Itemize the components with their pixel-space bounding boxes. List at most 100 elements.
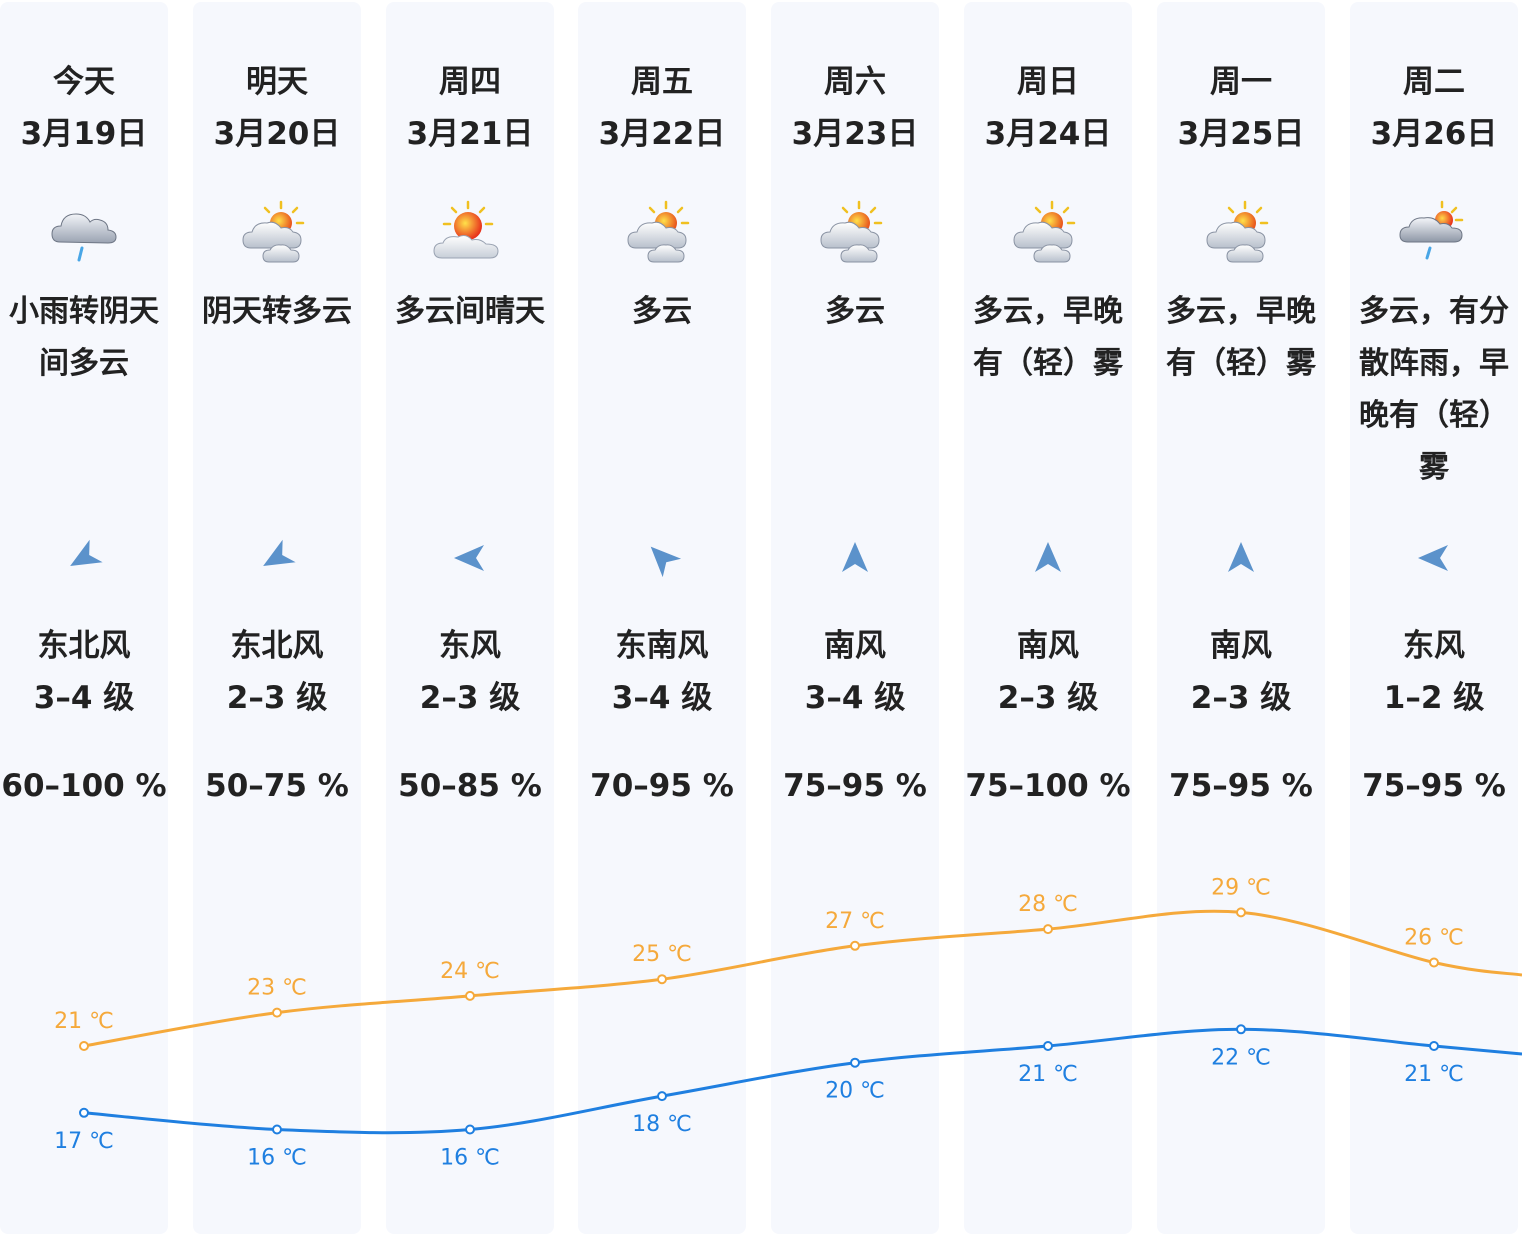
humidity-range: 75–95 % <box>1169 768 1313 804</box>
low-temp-point <box>272 1124 282 1135</box>
wind-direction: 东北风 <box>37 628 131 664</box>
low-temp-label: 16 ℃ <box>440 1146 500 1171</box>
partly-cloudy-icon <box>1010 198 1086 274</box>
weather-description: 多云，早晚有（轻）雾 <box>1166 294 1316 381</box>
date-label: 3月24日 <box>984 116 1112 152</box>
humidity-range: 70–95 % <box>590 768 734 804</box>
partly-cloudy-icon <box>239 198 315 274</box>
date-label: 3月21日 <box>406 116 534 152</box>
weather-description: 多云 <box>632 294 692 329</box>
weather-description: 阴天转多云 <box>202 294 352 329</box>
low-temp-line <box>83 1027 1522 1135</box>
high-temp-label: 27 ℃ <box>825 909 885 934</box>
high-temp-label: 25 ℃ <box>632 942 692 967</box>
humidity-range: 60–100 % <box>1 768 167 804</box>
wind-direction: 东北风 <box>230 628 324 664</box>
high-temp-line <box>83 909 1522 1048</box>
wind-direction-arrow-icon <box>1414 538 1454 578</box>
low-temp-label: 20 ℃ <box>825 1079 885 1104</box>
partly-cloudy-icon <box>1203 198 1279 274</box>
wind-direction: 南风 <box>1210 628 1272 664</box>
humidity-range: 75–100 % <box>965 768 1131 804</box>
day-label: 今天 <box>53 64 115 100</box>
wind-direction-arrow-icon <box>1028 538 1068 578</box>
day-label: 周二 <box>1403 64 1465 100</box>
low-temp-point <box>1236 1024 1246 1035</box>
wind-level: 1–2 级 <box>1383 680 1485 716</box>
low-temp-label: 17 ℃ <box>54 1129 114 1154</box>
weather-description: 多云间晴天 <box>395 294 545 329</box>
wind-direction-arrow-icon <box>450 538 490 578</box>
high-temp-point <box>79 1041 89 1051</box>
wind-direction-arrow-icon <box>1221 538 1261 578</box>
humidity-range: 50–85 % <box>398 768 542 804</box>
low-temp-point <box>657 1091 667 1102</box>
high-temp-label: 23 ℃ <box>247 976 307 1001</box>
high-temp-point <box>465 990 475 1001</box>
date-label: 3月22日 <box>598 116 726 152</box>
forecast-day-column: 周四 3月21日 多云间晴天东风 2–3 级 50–85 % <box>386 2 554 1234</box>
day-label: 周日 <box>1017 64 1079 100</box>
date-label: 3月20日 <box>213 116 341 152</box>
wind-level: 2–3 级 <box>997 680 1099 716</box>
low-temp-label: 21 ℃ <box>1404 1062 1464 1087</box>
weather-description: 多云，早晚有（轻）雾 <box>973 294 1123 381</box>
forecast-day-column: 明天 3月20日 阴天转多云东北风 2–3 级 50–75 % <box>193 2 361 1234</box>
low-temp-label: 18 ℃ <box>632 1112 692 1137</box>
light-rain-icon <box>46 198 122 274</box>
weather-description: 小雨转阴天间多云 <box>9 294 159 381</box>
date-label: 3月19日 <box>20 116 148 152</box>
date-label: 3月23日 <box>791 116 919 152</box>
low-temp-point <box>465 1124 475 1135</box>
wind-direction: 东风 <box>1403 628 1465 664</box>
day-label: 周一 <box>1210 64 1272 100</box>
date-label: 3月26日 <box>1370 116 1498 152</box>
date-label: 3月25日 <box>1177 116 1305 152</box>
wind-level: 2–3 级 <box>226 680 328 716</box>
sunny-intervals-icon <box>432 198 508 274</box>
low-temp-label: 16 ℃ <box>247 1146 307 1171</box>
forecast-day-column: 今天 3月19日 小雨转阴天间多云东北风 3–4 级 60–100 % <box>0 2 168 1234</box>
high-temp-point <box>1236 907 1246 918</box>
weather-description: 多云，有分散阵雨，早晚有（轻）雾 <box>1359 294 1509 485</box>
wind-level: 2–3 级 <box>419 680 521 716</box>
wind-level: 3–4 级 <box>33 680 135 716</box>
wind-direction-arrow-icon <box>64 538 104 578</box>
day-label: 周六 <box>824 64 886 100</box>
day-label: 明天 <box>246 64 308 100</box>
forecast-day-column: 周一 3月25日 多云，早晚有（轻）雾 南风 2–3 级 75–95 % <box>1157 2 1325 1234</box>
humidity-range: 75–95 % <box>1362 768 1506 804</box>
partly-cloudy-icon <box>624 198 700 274</box>
wind-direction: 南风 <box>824 628 886 664</box>
wind-direction: 南风 <box>1017 628 1079 664</box>
high-temp-label: 28 ℃ <box>1018 892 1078 917</box>
wind-level: 3–4 级 <box>804 680 906 716</box>
wind-direction: 东南风 <box>615 628 709 664</box>
high-temp-label: 21 ℃ <box>54 1009 114 1034</box>
high-temp-point <box>657 974 667 985</box>
low-temp-point <box>1043 1041 1053 1051</box>
low-temp-point <box>1429 1041 1439 1051</box>
humidity-range: 50–75 % <box>205 768 349 804</box>
high-temp-point <box>272 1007 282 1018</box>
forecast-day-column: 周六 3月23日 多云 南风 3–4 级 75–95 % <box>771 2 939 1234</box>
low-temp-label: 21 ℃ <box>1018 1062 1078 1087</box>
low-temp-point <box>850 1057 860 1068</box>
high-temp-label: 26 ℃ <box>1404 926 1464 951</box>
high-temp-point <box>1429 957 1439 968</box>
high-temp-label: 24 ℃ <box>440 959 500 984</box>
wind-direction-arrow-icon <box>642 538 682 578</box>
day-label: 周四 <box>439 64 501 100</box>
forecast-day-column: 周五 3月22日 多云 东南风 3–4 级 70–95 % <box>578 2 746 1234</box>
forecast-day-column: 周日 3月24日 多云，早晚有（轻）雾南风 2–3 级 75–100 % <box>964 2 1132 1234</box>
humidity-range: 75–95 % <box>783 768 927 804</box>
partly-cloudy-icon <box>817 198 893 274</box>
wind-direction-arrow-icon <box>257 538 297 578</box>
wind-level: 3–4 级 <box>611 680 713 716</box>
wind-direction-arrow-icon <box>835 538 875 578</box>
wind-direction: 东风 <box>439 628 501 664</box>
low-temp-label: 22 ℃ <box>1211 1045 1271 1070</box>
low-temp-point <box>79 1107 89 1118</box>
forecast-day-column: 周二 3月26日 多云，有分散阵雨，早晚有（轻）雾东风 1–2 级 75–95 % <box>1350 2 1518 1234</box>
